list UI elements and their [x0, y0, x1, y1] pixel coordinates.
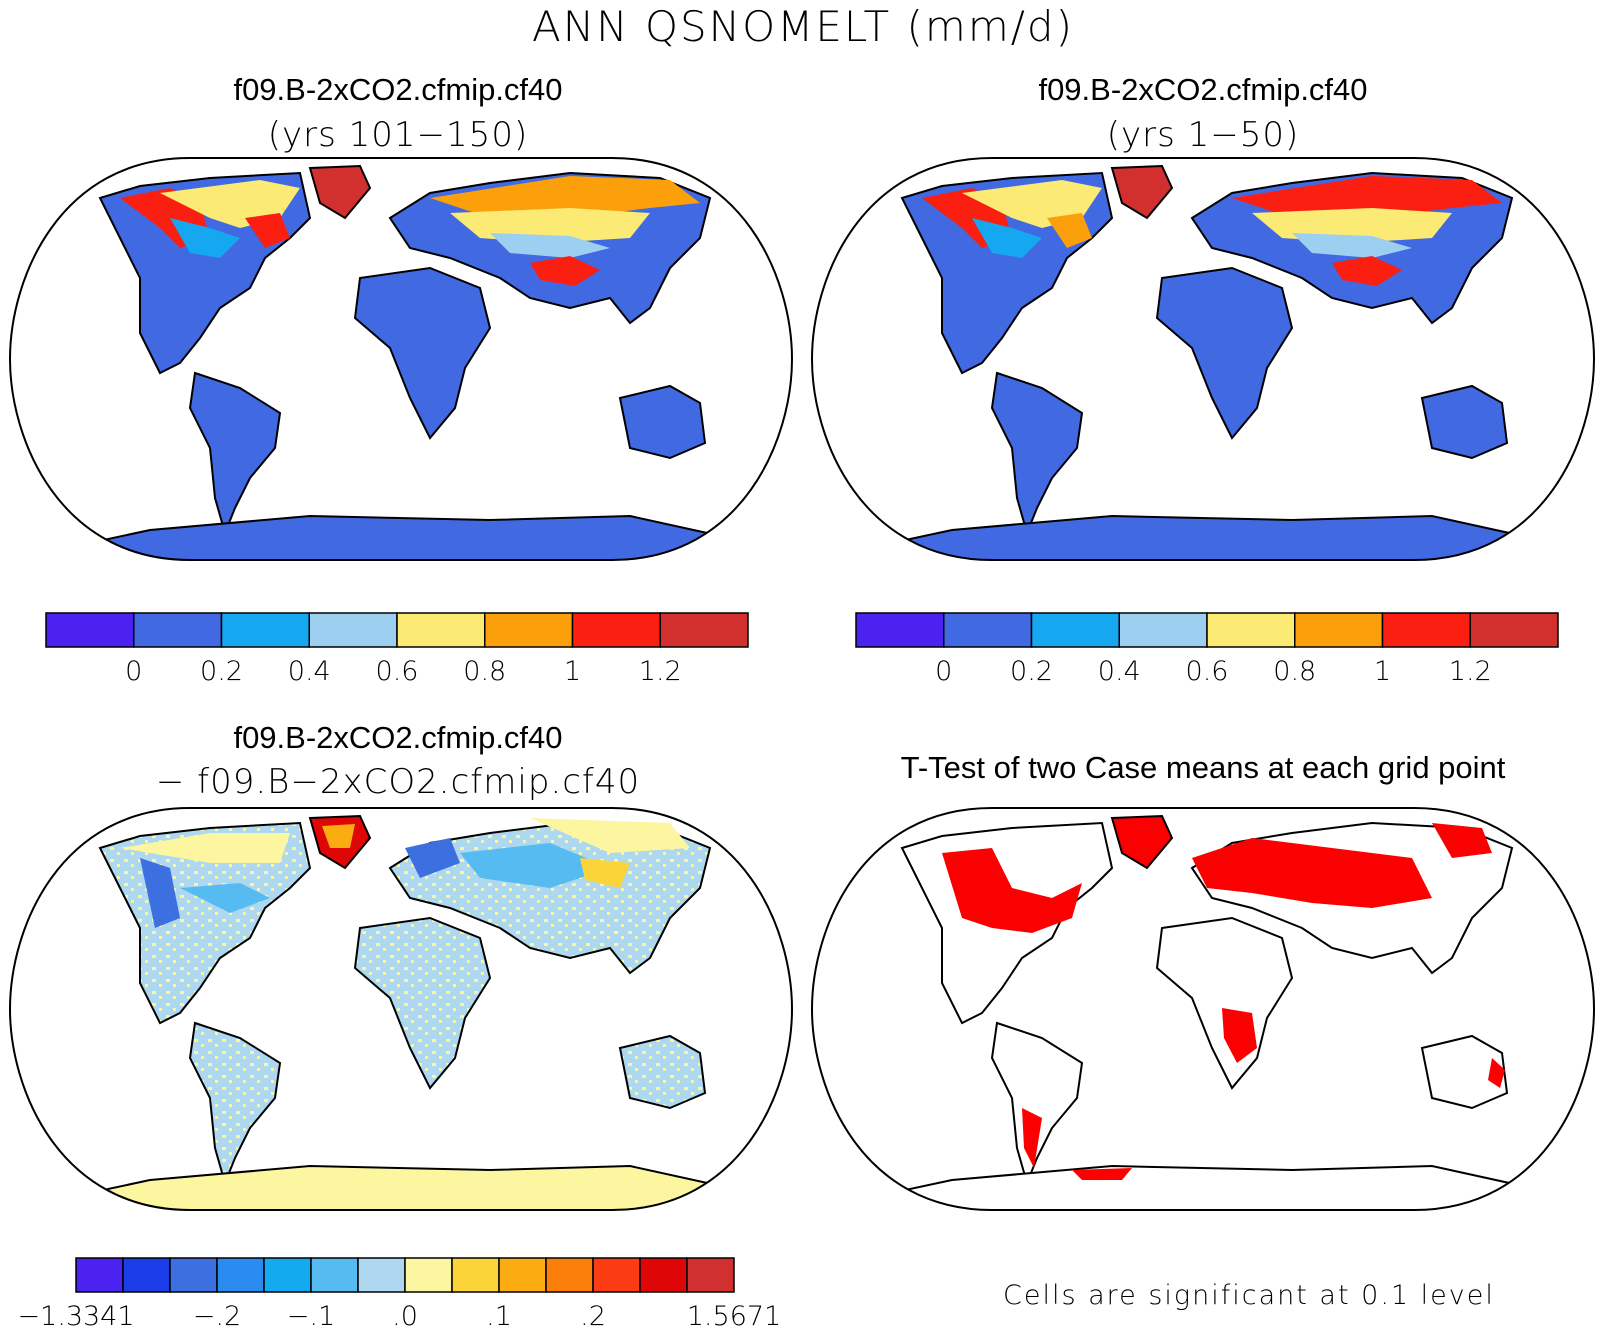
colorbar-swatch — [45, 612, 135, 648]
colorbar-tick-label: 0.2 — [200, 656, 243, 687]
colorbar-tick-label: 0 — [125, 656, 143, 687]
colorbar-case1-swatches — [45, 612, 749, 648]
colorbar-swatch — [1118, 612, 1208, 648]
colorbar-swatch — [357, 1257, 406, 1293]
colorbar-tick-label: .2 — [580, 1301, 606, 1332]
colorbar-swatch — [1381, 612, 1471, 648]
colorbar-tick-label: 1.2 — [1448, 656, 1492, 687]
panel-case1-subtitle: (yrs 101−150) — [267, 115, 529, 155]
colorbar-swatch — [396, 612, 486, 648]
colorbar-swatch — [451, 1257, 500, 1293]
colorbar-swatch — [855, 612, 945, 648]
colorbar-swatch — [216, 1257, 265, 1293]
colorbar-swatch — [122, 1257, 171, 1293]
colorbar-tick-label: 1.5671 — [686, 1301, 782, 1332]
panel-case1-title: f09.B-2xCO2.cfmip.cf40 — [233, 72, 563, 107]
colorbar-swatch — [484, 612, 574, 648]
colorbar-tick-label: 0.2 — [1010, 656, 1053, 687]
colorbar-tick-label: 0.4 — [287, 656, 331, 687]
colorbar-diff-swatches — [75, 1257, 735, 1293]
map-case2 — [810, 157, 1596, 561]
colorbar-tick-label: −1.3341 — [17, 1301, 135, 1332]
colorbar-tick-label: 0.4 — [1097, 656, 1141, 687]
colorbar-tick-label: 0.8 — [1273, 656, 1317, 687]
colorbar-tick-label: 0 — [935, 656, 953, 687]
colorbar-tick-label: 0.6 — [1185, 656, 1229, 687]
colorbar-tick-label: 1 — [1373, 656, 1392, 687]
colorbar-swatch — [308, 612, 398, 648]
colorbar-swatch — [133, 612, 223, 648]
colorbar-swatch — [686, 1257, 735, 1293]
colorbar-swatch — [1030, 612, 1120, 648]
colorbar-swatch — [659, 612, 749, 648]
colorbar-swatch — [592, 1257, 641, 1293]
panel-ttest-title: T-Test of two Case means at each grid po… — [900, 750, 1506, 785]
colorbar-tick-label: 0.6 — [375, 656, 419, 687]
colorbar-swatch — [1206, 612, 1296, 648]
colorbar-swatch — [169, 1257, 218, 1293]
map-diff — [8, 807, 794, 1211]
colorbar-swatch — [639, 1257, 688, 1293]
panel-diff-subtitle: − f09.B−2xCO2.cfmip.cf40 — [155, 762, 641, 802]
colorbar-swatch — [545, 1257, 594, 1293]
map-ttest — [810, 807, 1596, 1211]
colorbar-swatch — [310, 1257, 359, 1293]
colorbar-swatch — [498, 1257, 547, 1293]
significance-note: Cells are significant at 0.1 level — [1003, 1280, 1495, 1311]
colorbar-swatch — [1294, 612, 1384, 648]
panel-case2-title: f09.B-2xCO2.cfmip.cf40 — [1038, 72, 1368, 107]
colorbar-swatch — [263, 1257, 312, 1293]
colorbar-swatch — [404, 1257, 453, 1293]
colorbar-case2-swatches — [855, 612, 1559, 648]
colorbar-swatch — [571, 612, 661, 648]
panel-diff-title: f09.B-2xCO2.cfmip.cf40 — [233, 720, 563, 755]
panel-case2-subtitle: (yrs 1−50) — [1106, 115, 1300, 155]
colorbar-tick-label: 1.2 — [638, 656, 682, 687]
colorbar-swatch — [220, 612, 310, 648]
figure-title: ANN QSNOMELT (mm/d) — [532, 2, 1074, 51]
map-case1 — [8, 157, 794, 561]
colorbar-tick-label: 0.8 — [463, 656, 507, 687]
colorbar-swatch — [943, 612, 1033, 648]
colorbar-swatch — [75, 1257, 124, 1293]
colorbar-tick-label: 1 — [563, 656, 582, 687]
colorbar-swatch — [1469, 612, 1559, 648]
